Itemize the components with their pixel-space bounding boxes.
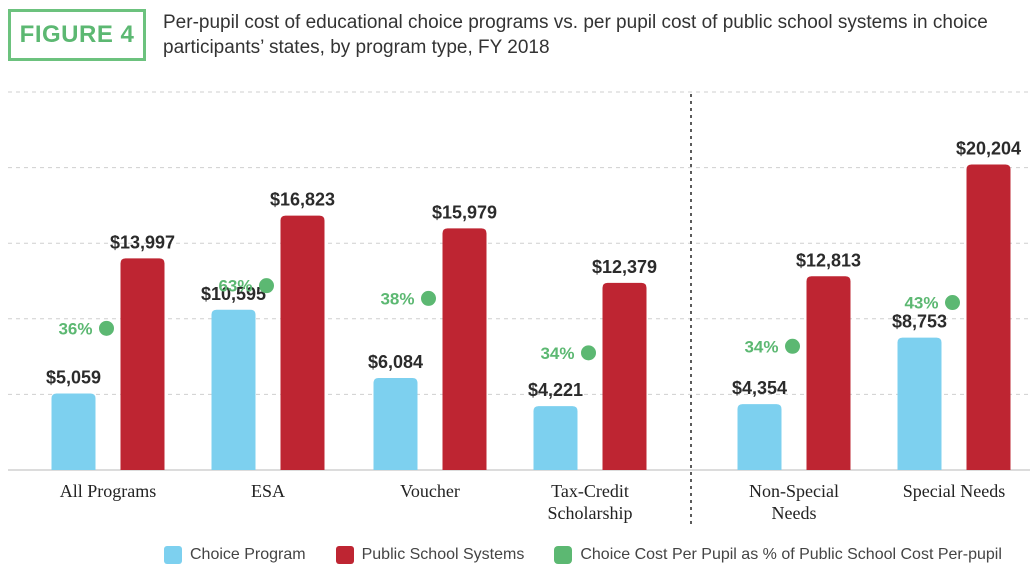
category-label: ESA (251, 481, 285, 501)
bar-public-school (442, 228, 487, 470)
legend-item-choice: Choice Program (164, 546, 306, 564)
data-label-public: $12,379 (592, 257, 657, 277)
bar-public-school (966, 164, 1011, 471)
data-label-choice: $4,221 (528, 380, 583, 400)
chart-title: Per-pupil cost of educational choice pro… (163, 12, 988, 58)
data-label-public: $13,997 (110, 232, 175, 252)
data-label-public: $12,813 (796, 250, 861, 270)
bar-public-school (280, 215, 325, 470)
legend-swatch-public (335, 546, 354, 564)
percent-label: 63% (218, 277, 252, 296)
percent-marker (99, 320, 114, 336)
category-label: Needs (772, 503, 817, 523)
bar-choice-program (533, 406, 578, 470)
data-label-public: $15,979 (432, 202, 497, 222)
percent-label: 38% (380, 289, 414, 308)
percent-label: 43% (904, 294, 938, 313)
percent-marker (945, 295, 960, 311)
category-label: Voucher (400, 481, 460, 501)
bar-public-school (602, 282, 647, 470)
legend: Choice Program Public School Systems Cho… (164, 546, 1032, 564)
bar-choice-program (211, 309, 256, 470)
legend-swatch-percent (554, 546, 573, 564)
percent-marker (785, 338, 800, 354)
legend-label-choice: Choice Program (190, 546, 306, 563)
bar-choice-program (373, 378, 418, 470)
bar-public-school (120, 258, 165, 470)
data-label-choice: $6,084 (368, 352, 423, 372)
bar-choice-program (51, 393, 96, 470)
data-label-choice: $4,354 (732, 378, 787, 398)
figure-label: FIGURE 4 (19, 21, 135, 48)
percent-marker (581, 345, 596, 361)
bar-public-school (806, 276, 851, 470)
data-label-choice: $8,753 (892, 312, 947, 332)
data-label-choice: $10,595 (201, 284, 266, 304)
category-label: All Programs (60, 481, 157, 501)
category-label: Tax-Credit (551, 481, 629, 501)
legend-item-percent: Choice Cost Per Pupil as % of Public Sch… (554, 546, 1002, 564)
category-label: Special Needs (903, 481, 1005, 501)
category-label: Non-Special (749, 481, 839, 501)
percent-marker (259, 278, 274, 294)
data-label-public: $20,204 (956, 139, 1021, 159)
legend-label-percent: Choice Cost Per Pupil as % of Public Sch… (580, 546, 1002, 563)
legend-swatch-choice (164, 546, 182, 564)
percent-marker (421, 290, 436, 306)
percent-label: 36% (58, 319, 92, 338)
data-label-public: $16,823 (270, 190, 335, 210)
percent-label: 34% (744, 337, 778, 356)
legend-item-public: Public School Systems (335, 546, 525, 564)
category-label: Scholarship (548, 503, 633, 523)
bar-choice-program (737, 404, 782, 470)
data-label-choice: $5,059 (46, 368, 101, 388)
legend-label-public: Public School Systems (361, 546, 525, 563)
percent-label: 34% (540, 344, 574, 363)
figure-badge: FIGURE 4 (8, 9, 146, 61)
bar-choice-program (897, 337, 942, 470)
